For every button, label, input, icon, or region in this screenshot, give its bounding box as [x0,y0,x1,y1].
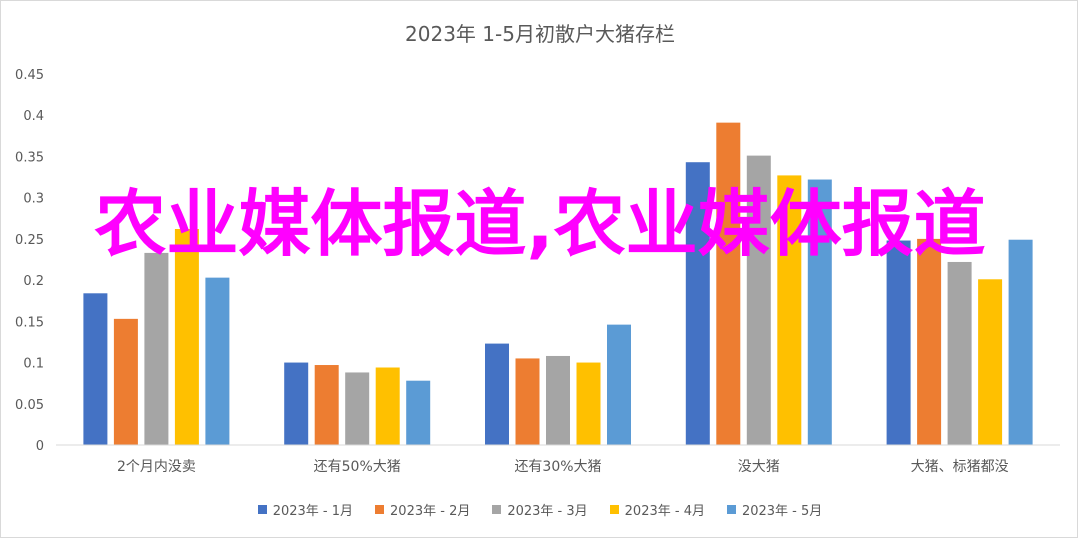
category-label: 大猪、标猪都没 [911,459,1009,475]
y-tick-label: 0.4 [23,109,44,124]
bar [685,162,710,445]
legend-item: 2023年 - 3月 [492,500,588,519]
bar [345,372,370,445]
legend-swatch [726,505,736,514]
bar [807,179,832,446]
y-tick-label: 0.05 [15,398,44,413]
bar [716,122,741,446]
legend-item: 2023年 - 1月 [257,500,354,519]
y-tick-label: 0.15 [15,315,44,330]
bar [205,277,230,445]
bar [917,238,942,445]
category-label: 还有30%大猪 [514,459,601,475]
y-tick-label: 0 [36,439,44,454]
bar [406,380,431,445]
bar [113,318,138,445]
chart-title: 2023年 1-5月初散户大猪存栏 [405,22,675,46]
category-label: 还有50%大猪 [314,459,401,475]
bar [515,358,540,445]
y-tick-label: 0.2 [23,274,44,289]
y-tick-label: 0.45 [15,68,44,83]
bar [777,175,802,445]
bar [576,362,601,445]
bar [485,343,509,445]
bar [1008,239,1033,445]
bar [174,228,199,445]
legend-label: 2023年 - 1月 [272,504,354,519]
bar [144,252,169,445]
bar [546,355,570,445]
bar [375,367,400,445]
legend-label: 2023年 - 3月 [507,504,588,519]
legend-swatch [375,505,385,514]
bar [886,240,911,445]
legend-swatch [492,505,502,514]
y-tick-label: 0.3 [23,192,44,207]
bar [83,293,108,445]
bar [947,261,972,445]
y-tick-label: 0.35 [15,150,44,165]
legend-label: 2023年 - 2月 [390,504,471,519]
category-label: 2个月内没卖 [117,459,196,475]
y-tick-label: 0.1 [23,357,44,372]
legend-swatch [257,505,267,514]
legend-swatch [609,505,619,514]
category-label: 没大猪 [738,459,780,475]
legend-item: 2023年 - 5月 [726,500,823,519]
legend-item: 2023年 - 2月 [375,500,470,519]
bar [314,365,339,445]
bar [607,324,631,445]
bar [978,279,1003,445]
y-tick-label: 0.25 [15,233,44,248]
legend-label: 2023年 - 5月 [741,504,823,519]
legend-item: 2023年 - 4月 [609,500,705,519]
legend-label: 2023年 - 4月 [624,504,705,519]
bar [746,155,771,445]
legend: 2023年 - 1月 2023年 - 2月 2023年 - 3月 2023年 - 4月… [0,500,1080,519]
bar [284,362,309,445]
